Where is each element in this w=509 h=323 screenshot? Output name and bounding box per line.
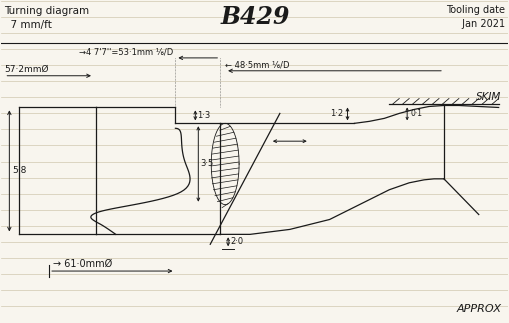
Text: 2·0: 2·0 [230, 237, 243, 246]
Text: 0·1: 0·1 [410, 109, 422, 119]
Text: → 61·0mmØ: → 61·0mmØ [53, 259, 112, 269]
Text: APPROX: APPROX [457, 304, 502, 314]
Text: 1·3: 1·3 [197, 111, 211, 120]
Text: SKIM: SKIM [476, 91, 502, 101]
Text: 3·5: 3·5 [201, 160, 214, 169]
Text: 1·2: 1·2 [330, 109, 344, 119]
Text: Turning diagram
  7 mm/ft: Turning diagram 7 mm/ft [5, 6, 90, 29]
Text: ← 48·5mm ⅙/D: ← 48·5mm ⅙/D [225, 61, 290, 70]
Text: →4 7'7''=53·1mm ⅙/D: →4 7'7''=53·1mm ⅙/D [79, 48, 174, 57]
Text: 57·2mmØ: 57·2mmØ [5, 65, 49, 74]
Text: Tooling date
 Jan 2021: Tooling date Jan 2021 [445, 5, 504, 28]
Text: B429: B429 [220, 5, 290, 29]
Text: 5·8: 5·8 [12, 166, 26, 175]
